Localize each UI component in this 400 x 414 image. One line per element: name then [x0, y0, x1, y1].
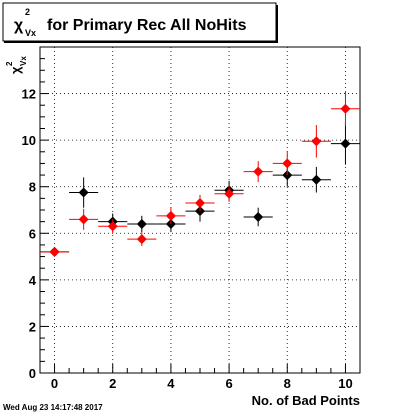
data-point: [311, 136, 322, 147]
title-superscript: 2: [25, 7, 30, 17]
series-layer: [40, 91, 360, 257]
x-tick-label: 8: [284, 376, 291, 391]
y-tick-label: 6: [29, 226, 36, 241]
x-tick-label: 0: [51, 376, 58, 391]
data-point: [107, 221, 118, 232]
ylabel-chi-symbol: χ: [8, 66, 23, 74]
y-tick-label: 12: [22, 87, 36, 102]
title-box-shadow-bottom: [4, 41, 277, 43]
y-tick-label: 8: [29, 180, 36, 195]
title-box-frame: [2, 2, 277, 42]
data-point: [165, 210, 176, 221]
tick-labels: 0 2 4 6 8 10 0 2 4 6 8 10 12: [22, 87, 353, 391]
x-tick-label: 6: [225, 376, 232, 391]
y-tick-label: 10: [22, 133, 36, 148]
data-point: [282, 158, 293, 169]
axis-ticks: [39, 46, 361, 374]
data-point: [78, 214, 89, 225]
series-1: [40, 91, 360, 257]
ylabel-subscript: Vx: [19, 56, 28, 66]
data-point: [136, 234, 147, 245]
data-point: [253, 211, 264, 222]
data-point: [224, 188, 235, 199]
data-point: [340, 138, 351, 149]
title-subscript: Vx: [25, 28, 36, 38]
x-tick-label: 2: [109, 376, 116, 391]
y-axis-title: χ 2 Vx: [5, 56, 28, 74]
x-tick-label: 10: [338, 376, 352, 391]
data-point: [311, 174, 322, 185]
x-axis-title: No. of Bad Points: [252, 393, 360, 408]
data-point: [136, 218, 147, 229]
title-box: χ 2 Vx for Primary Rec All NoHits: [2, 2, 278, 43]
data-point: [195, 198, 205, 209]
title-chi-symbol: χ: [14, 17, 24, 34]
ylabel-superscript: 2: [5, 61, 14, 66]
y-tick-label: 2: [29, 319, 36, 334]
y-tick-label: 4: [29, 273, 37, 288]
x-tick-label: 4: [167, 376, 175, 391]
data-point: [78, 187, 89, 198]
y-tick-label: 0: [29, 366, 36, 381]
data-point: [49, 246, 60, 257]
date-stamp: Wed Aug 23 14:17:48 2017: [3, 403, 103, 412]
title-box-shadow-right: [276, 5, 278, 43]
chart-title: for Primary Rec All NoHits: [47, 17, 247, 34]
data-point: [253, 166, 264, 177]
data-point: [340, 103, 351, 114]
series-0: [40, 122, 360, 257]
